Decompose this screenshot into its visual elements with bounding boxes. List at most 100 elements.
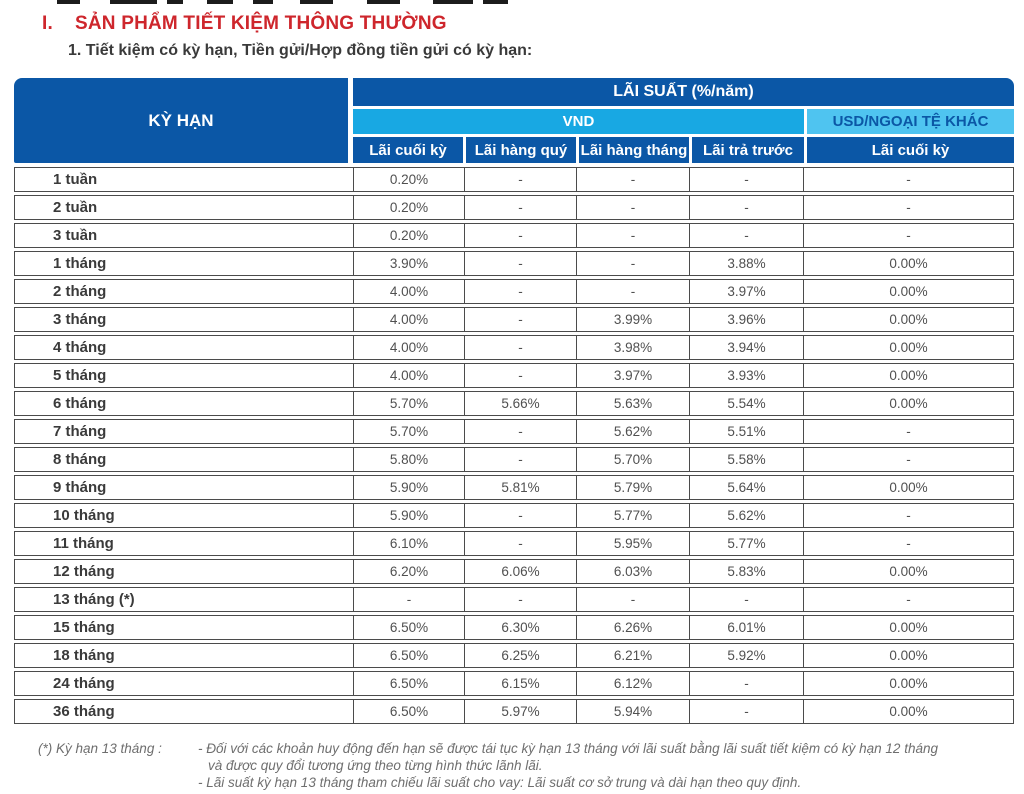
rate-cell: 3.94% xyxy=(690,336,804,359)
table-row: 13 tháng (*) - - - - - xyxy=(14,587,1014,612)
rate-cell: - xyxy=(906,172,911,187)
term-cell: 3 tuần xyxy=(15,224,354,247)
footnote: (*) Kỳ hạn 13 tháng : - Đối với các khoả… xyxy=(38,740,1008,791)
footnote-label: (*) Kỳ hạn 13 tháng : xyxy=(38,741,162,756)
rate-cell: 5.54% xyxy=(690,392,804,415)
rate-cell: 6.10% xyxy=(354,532,465,555)
rate-cell: 4.00% xyxy=(354,280,465,303)
rate-cell: 0.00% xyxy=(889,676,928,691)
rate-cell: 5.81% xyxy=(465,476,577,499)
term-cell: 11 tháng xyxy=(15,532,354,555)
footnote-body: - Đối với các khoản huy động đến hạn sẽ … xyxy=(198,740,1008,791)
rate-cell: 0.00% xyxy=(889,368,928,383)
term-cell: 10 tháng xyxy=(15,504,354,527)
term-cell: 7 tháng xyxy=(15,420,354,443)
rate-cell: 0.00% xyxy=(889,704,928,719)
rate-cell: 0.00% xyxy=(889,648,928,663)
term-cell: 18 tháng xyxy=(15,644,354,667)
rate-cell: 4.00% xyxy=(354,364,465,387)
section-heading: I. SẢN PHẨM TIẾT KIỆM THÔNG THƯỜNG xyxy=(42,13,447,35)
table-row: 5 tháng 4.00% -3.97% 3.93% 0.00% xyxy=(14,363,1014,388)
footnote-item1-line1: - Đối với các khoản huy động đến hạn sẽ … xyxy=(198,741,938,756)
rate-cell: 6.26% xyxy=(577,616,690,639)
table-row: 3 tuần 0.20% - - - - xyxy=(14,223,1014,248)
table-row: 3 tháng 4.00% -3.99% 3.96% 0.00% xyxy=(14,307,1014,332)
section-number: I. xyxy=(42,13,53,34)
rate-cell: - xyxy=(577,252,690,275)
rate-cell: - xyxy=(465,448,577,471)
rate-cell: 3.93% xyxy=(690,364,804,387)
rate-cell: 6.21% xyxy=(577,644,690,667)
rate-cell: - xyxy=(354,588,465,611)
rate-cell: - xyxy=(465,364,577,387)
rate-cell: 5.58% xyxy=(690,448,804,471)
rate-cell: 6.03% xyxy=(577,560,690,583)
footnote-item1-line2: và được quy đổi tương ứng theo từng hình… xyxy=(208,758,543,773)
rate-cell: 0.20% xyxy=(354,196,465,219)
rate-cell: - xyxy=(465,196,577,219)
table-row: 8 tháng 5.80% -5.70% 5.58% - xyxy=(14,447,1014,472)
rate-cell: 5.64% xyxy=(690,476,804,499)
table-row: 18 tháng 6.50% 6.25% 6.21% 5.92% 0.00% xyxy=(14,643,1014,668)
rate-cell: - xyxy=(577,224,690,247)
rate-cell: 0.20% xyxy=(354,224,465,247)
rate-cell: 3.97% xyxy=(690,280,804,303)
rate-cell: 3.96% xyxy=(690,308,804,331)
rate-cell: 5.66% xyxy=(465,392,577,415)
rate-cell: 0.00% xyxy=(889,312,928,327)
header-col-prepaid: Lãi trả trước xyxy=(692,137,804,163)
cropped-text-fragment xyxy=(0,0,1024,4)
table-row: 2 tháng 4.00% - -3.97% 0.00% xyxy=(14,279,1014,304)
rate-cell: - xyxy=(465,168,577,191)
rate-cell: 5.62% xyxy=(690,504,804,527)
rate-cell: - xyxy=(690,168,804,191)
rate-cell: - xyxy=(465,252,577,275)
header-col-quarterly: Lãi hàng quý xyxy=(466,137,576,163)
table-row: 9 tháng 5.90% 5.81% 5.79% 5.64% 0.00% xyxy=(14,475,1014,500)
rate-cell: 5.90% xyxy=(354,504,465,527)
rate-cell: 4.00% xyxy=(354,308,465,331)
rate-cell: - xyxy=(906,452,911,467)
rate-cell: - xyxy=(906,228,911,243)
table-row: 7 tháng 5.70% -5.62% 5.51% - xyxy=(14,419,1014,444)
rate-cell: 0.00% xyxy=(889,284,928,299)
rate-cell: 0.00% xyxy=(889,256,928,271)
rate-cell: 6.50% xyxy=(354,700,465,723)
rate-cell: - xyxy=(465,532,577,555)
rate-cell: - xyxy=(465,336,577,359)
rate-cell: - xyxy=(690,224,804,247)
table-row: 24 tháng 6.50% 6.15% 6.12% - 0.00% xyxy=(14,671,1014,696)
term-cell: 1 tuần xyxy=(15,168,354,191)
table-row: 36 tháng 6.50% 5.97% 5.94% - 0.00% xyxy=(14,699,1014,724)
rate-cell: - xyxy=(465,280,577,303)
term-cell: 4 tháng xyxy=(15,336,354,359)
rate-cell: 5.62% xyxy=(577,420,690,443)
rate-cell: - xyxy=(465,588,577,611)
interest-rate-table: KỲ HẠN LÃI SUẤT (%/năm) VND USD/NGOẠI TỆ… xyxy=(14,78,1014,727)
rate-cell: 5.83% xyxy=(690,560,804,583)
term-cell: 15 tháng xyxy=(15,616,354,639)
rate-cell: 5.94% xyxy=(577,700,690,723)
rate-cell: - xyxy=(577,280,690,303)
subsection-title: 1. Tiết kiệm có kỳ hạn, Tiền gửi/Hợp đồn… xyxy=(68,42,533,59)
rate-cell: 5.77% xyxy=(690,532,804,555)
rate-cell: - xyxy=(465,308,577,331)
rate-cell: 5.90% xyxy=(354,476,465,499)
rate-cell: 3.88% xyxy=(690,252,804,275)
header-term-column: KỲ HẠN xyxy=(14,78,348,163)
rate-cell: - xyxy=(577,196,690,219)
rate-cell: 5.77% xyxy=(577,504,690,527)
rate-cell: - xyxy=(577,168,690,191)
rate-cell: 0.00% xyxy=(889,396,928,411)
table-row: 11 tháng 6.10% -5.95% 5.77% - xyxy=(14,531,1014,556)
rate-cell: 6.06% xyxy=(465,560,577,583)
rate-cell: - xyxy=(690,672,804,695)
term-cell: 9 tháng xyxy=(15,476,354,499)
rate-cell: 5.80% xyxy=(354,448,465,471)
rate-cell: 5.95% xyxy=(577,532,690,555)
rate-cell: 0.00% xyxy=(889,340,928,355)
header-rate-title: LÃI SUẤT (%/năm) xyxy=(353,78,1014,106)
rate-cell: - xyxy=(465,420,577,443)
rate-cell: 3.90% xyxy=(354,252,465,275)
rate-cell: - xyxy=(906,536,911,551)
